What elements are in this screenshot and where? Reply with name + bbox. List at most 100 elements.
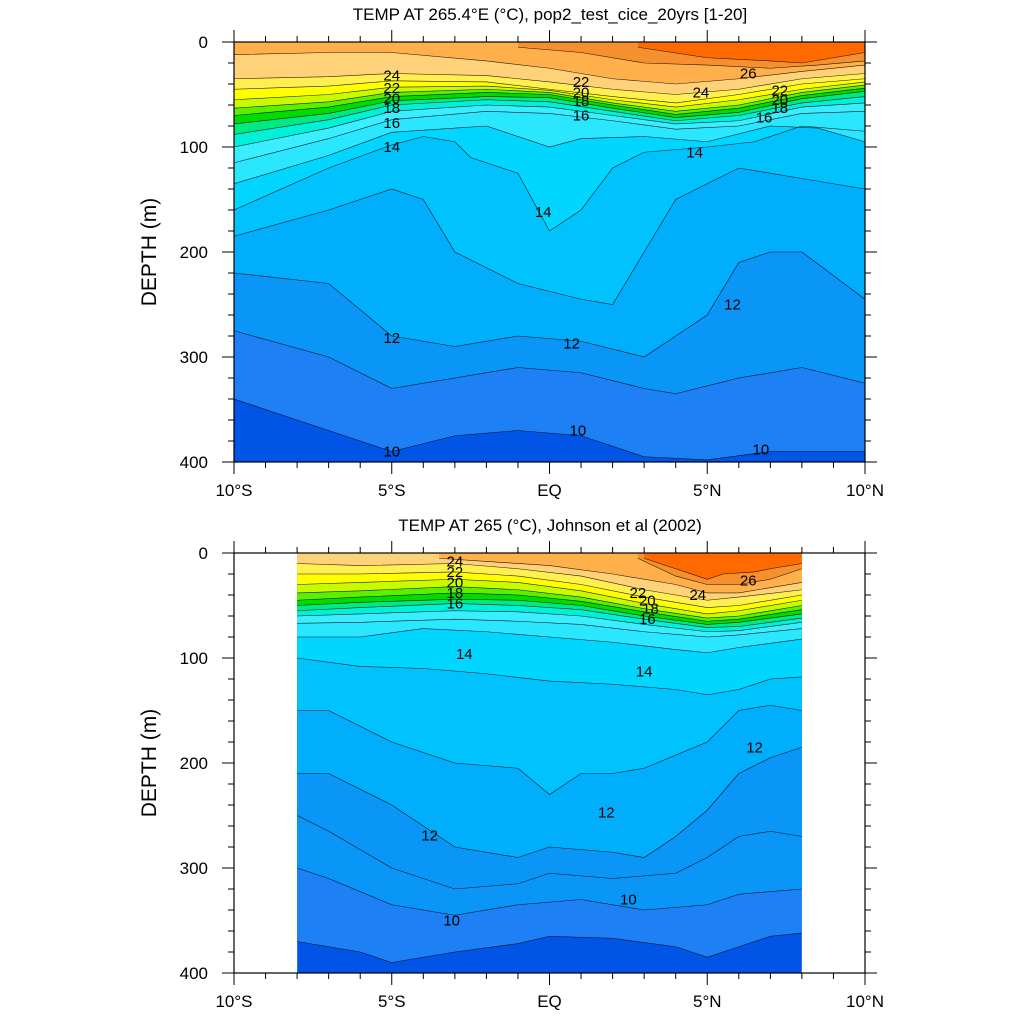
contour-line-15: [234, 125, 865, 185]
contour-line-15: [297, 628, 802, 654]
contour-label: 12: [746, 739, 763, 756]
contour-line-23: [234, 78, 865, 104]
contour-line-10: [297, 932, 802, 963]
contour-line-13: [234, 167, 865, 305]
contour-line-10: [234, 398, 865, 461]
contour-label: 10: [620, 892, 637, 909]
band-26.5: [637, 42, 865, 63]
contour-label: 12: [383, 330, 400, 347]
contour-label: 12: [421, 827, 438, 844]
contour-line-16: [297, 618, 802, 638]
contour-line-24: [234, 73, 865, 95]
contour-line-25: [439, 557, 802, 594]
contour-label: 18: [573, 93, 590, 110]
contour-line-20: [234, 87, 865, 116]
x-tick-label: 5°S: [378, 992, 406, 1011]
y-tick-label: 100: [180, 649, 208, 668]
x-tick-label: 10°S: [215, 481, 252, 500]
contour-label: 10: [443, 913, 460, 930]
contour-line-10.5: [297, 867, 802, 916]
panel-title: TEMP AT 265 (°C), Johnson et al (2002): [398, 516, 702, 535]
y-tick-label: 200: [180, 243, 208, 262]
contour-label: 10: [753, 441, 770, 458]
contour-line-14: [234, 125, 865, 232]
contour-label: 14: [636, 664, 653, 681]
x-tick-label: EQ: [537, 481, 562, 500]
contour-line-21: [234, 84, 865, 112]
y-tick-label: 300: [180, 859, 208, 878]
contour-line-14: [297, 657, 802, 696]
y-tick-label: 400: [180, 453, 208, 472]
contour-label: 18: [642, 601, 659, 618]
contour-line-19: [297, 598, 802, 625]
band-26.5: [644, 553, 802, 580]
contour-label: 22: [383, 80, 400, 97]
contour-line-17: [234, 102, 865, 148]
contour-label: 24: [693, 84, 710, 101]
contour-line-23: [297, 571, 802, 608]
contour-label: 14: [456, 646, 473, 663]
contour-label: 22: [573, 74, 590, 91]
contour-label: 18: [771, 100, 788, 117]
x-tick-label: 10°N: [846, 992, 884, 1011]
contour-line-11: [234, 330, 865, 395]
y-tick-label: 100: [180, 138, 208, 157]
contour-line-18: [234, 96, 865, 135]
contour-label: 18: [383, 100, 400, 117]
x-tick-label: 5°N: [693, 481, 722, 500]
contour-label: 22: [771, 82, 788, 99]
contour-line-12: [234, 251, 865, 358]
x-tick-label: EQ: [537, 992, 562, 1011]
contour-line-22: [297, 578, 802, 615]
contour-label: 14: [535, 204, 552, 221]
x-tick-label: 5°S: [378, 481, 406, 500]
contour-line-25: [234, 52, 865, 85]
contour-label: 16: [383, 115, 400, 132]
contour-label: 14: [383, 139, 400, 156]
contour-label: 10: [383, 444, 400, 461]
panel-top: TEMP AT 265.4°E (°C), pop2_test_cice_20y…: [138, 5, 884, 500]
contour-label: 20: [639, 592, 656, 609]
contour-label: 24: [689, 587, 706, 604]
contour-line-17: [297, 610, 802, 633]
contour-line-26: [637, 557, 802, 585]
contour-line-11: [297, 815, 802, 890]
contour-label: 16: [447, 595, 464, 612]
contour-label: 12: [598, 804, 615, 821]
x-tick-label: 10°N: [846, 481, 884, 500]
contour-label: 22: [447, 564, 464, 581]
contour-line-20: [297, 592, 802, 622]
contour-label: 24: [447, 553, 464, 570]
contour-line-19: [234, 91, 865, 125]
x-tick-label: 10°S: [215, 992, 252, 1011]
contour-label: 12: [724, 297, 741, 314]
contour-label: 22: [629, 585, 646, 602]
contour-field: [297, 553, 802, 973]
y-tick-label: 0: [199, 33, 208, 52]
y-axis-title: DEPTH (m): [138, 709, 161, 818]
contour-label: 20: [573, 84, 590, 101]
contour-line-16: [234, 110, 865, 164]
contour-line-26.5: [637, 46, 865, 64]
y-tick-label: 200: [180, 754, 208, 773]
contour-line-26.5: [644, 557, 802, 580]
contour-line-22: [234, 81, 865, 108]
panel-bottom: TEMP AT 265 (°C), Johnson et al (2002) D…: [138, 516, 884, 1011]
contour-line-26: [517, 46, 865, 69]
contour-line-24: [297, 563, 802, 601]
contour-label: 24: [383, 68, 400, 85]
contour-line-21: [297, 586, 802, 619]
x-tick-label: 5°N: [693, 992, 722, 1011]
y-tick-label: 400: [180, 964, 208, 983]
y-axis-title: DEPTH (m): [138, 198, 161, 307]
contour-label: 16: [639, 611, 656, 628]
contour-field: [234, 42, 865, 462]
contour-line-18: [297, 603, 802, 628]
contour-label: 26: [740, 66, 757, 83]
y-tick-label: 0: [199, 544, 208, 563]
contour-label: 14: [686, 144, 703, 161]
contour-label: 16: [756, 110, 773, 127]
contour-line-13: [297, 704, 802, 795]
contour-label: 10: [570, 423, 587, 440]
